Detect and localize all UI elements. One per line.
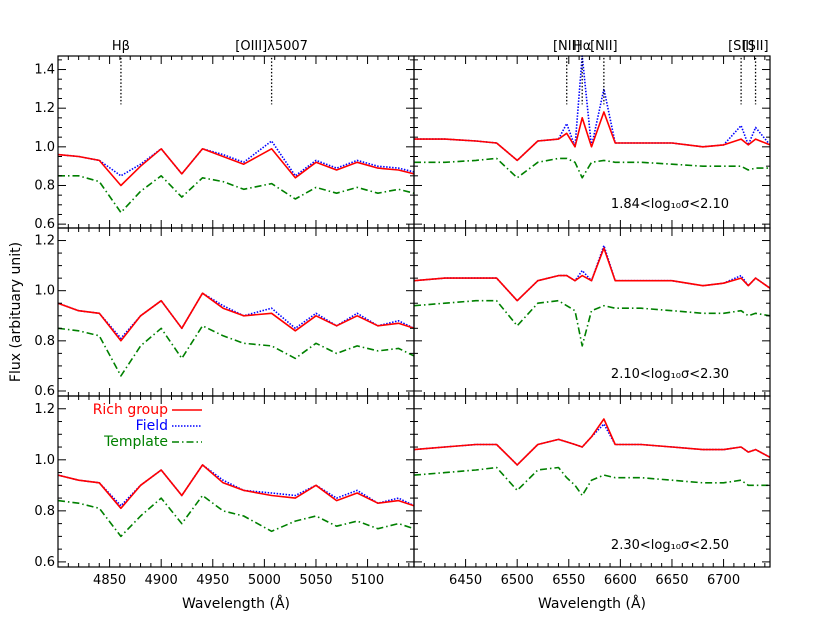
- marker-label: Hα: [573, 39, 591, 54]
- series-template-line: [413, 466, 770, 497]
- x-tick-label: 4950: [196, 573, 229, 588]
- legend-label-rich-group: Rich group: [93, 402, 168, 418]
- panel-frame: [57, 55, 415, 229]
- panel-frame: [57, 227, 415, 397]
- panel-row3-right: 6450 6500 6550 6600 6650 6700: [413, 395, 771, 588]
- series-rich-group-line: [57, 148, 415, 187]
- x-tick-label: 6650: [655, 573, 688, 588]
- marker-label: [NII]: [553, 39, 581, 54]
- panel-row1-right: [413, 55, 771, 229]
- emission-line-markers: Hβ [OIII]λ5007 [NII]Hα[NII] [SII][SII]: [112, 39, 769, 105]
- marker-label: [NII]: [590, 39, 618, 54]
- y-tick-label: 1.0: [34, 140, 55, 155]
- legend-label-template: Template: [103, 434, 168, 450]
- x-tick-label: 5050: [299, 573, 332, 588]
- x-tick-label: 6600: [604, 573, 637, 588]
- x-tick-label: 4900: [145, 573, 178, 588]
- panels: 0.6 0.8 1.0 1.2 1.4 0.6 0.8 1.0 1.2 4850 4900 4950 5…: [34, 55, 771, 588]
- series-rich-group-line: [57, 292, 415, 342]
- panel-row1-left: 0.6 0.8 1.0 1.2 1.4: [34, 55, 415, 232]
- y-tick-label: 1.2: [34, 234, 55, 249]
- x-axis-label-right: Wavelength (Å): [538, 595, 646, 612]
- y-tick-label: 0.8: [34, 504, 55, 519]
- x-tick-label: 5000: [248, 573, 281, 588]
- panel-row2-left: 0.6 0.8 1.0 1.2: [34, 227, 415, 399]
- legend: Rich group Field Template: [93, 402, 202, 450]
- y-tick-label: 1.0: [34, 284, 55, 299]
- x-tick-label: 5100: [351, 573, 384, 588]
- panel-row3-left: 4850 4900 4950 5000 5050 5100 0.6 0.8 1.0 1.2: [34, 395, 415, 588]
- y-tick-label: 0.8: [34, 334, 55, 349]
- y-tick-label: 0.6: [34, 217, 55, 232]
- y-tick-label: 0.8: [34, 178, 55, 193]
- series-field-line: [413, 244, 771, 302]
- marker-label: [SII]: [728, 39, 754, 54]
- series-rich-group-line: [57, 464, 415, 510]
- sigma-label-row3: 2.30<log₁₀σ<2.50: [611, 538, 729, 553]
- x-tick-label: 6700: [707, 573, 740, 588]
- x-tick-label: 6550: [552, 573, 585, 588]
- series-template-line: [414, 157, 770, 179]
- series-template-line: [413, 299, 771, 347]
- y-tick-label: 1.2: [34, 402, 55, 417]
- sigma-label-row1: 1.84<log₁₀σ<2.10: [611, 197, 729, 212]
- series-field-line: [57, 292, 415, 340]
- marker-label: [SII]: [743, 39, 769, 54]
- series-template-line: [58, 175, 415, 214]
- y-tick-label: 1.0: [34, 453, 55, 468]
- series-field-line: [57, 140, 415, 177]
- marker-label: [OIII]λ5007: [235, 39, 308, 54]
- series-template-line: [57, 494, 415, 538]
- y-tick-label: 0.6: [34, 555, 55, 570]
- y-tick-label: 0.6: [34, 384, 55, 399]
- series-rich-group-line: [414, 111, 771, 162]
- y-tick-label: 1.4: [34, 63, 55, 78]
- x-tick-label: 4850: [93, 573, 126, 588]
- series-template-line: [57, 325, 415, 377]
- series-rich-group-line: [413, 247, 771, 302]
- marker-label: Hβ: [112, 39, 130, 54]
- series-field-line: [57, 464, 415, 507]
- y-tick-label: 1.2: [34, 101, 55, 116]
- x-tick-label: 6500: [501, 573, 534, 588]
- panel-frame: [413, 395, 771, 568]
- sigma-label-row2: 2.10<log₁₀σ<2.30: [611, 367, 729, 382]
- panel-frame: [57, 395, 415, 568]
- series-rich-group-line: [413, 418, 771, 466]
- x-axis-label-left: Wavelength (Å): [182, 595, 290, 612]
- legend-label-field: Field: [136, 418, 168, 434]
- y-axis-label: Flux (arbituary unit): [8, 242, 24, 382]
- x-tick-label: 6450: [449, 573, 482, 588]
